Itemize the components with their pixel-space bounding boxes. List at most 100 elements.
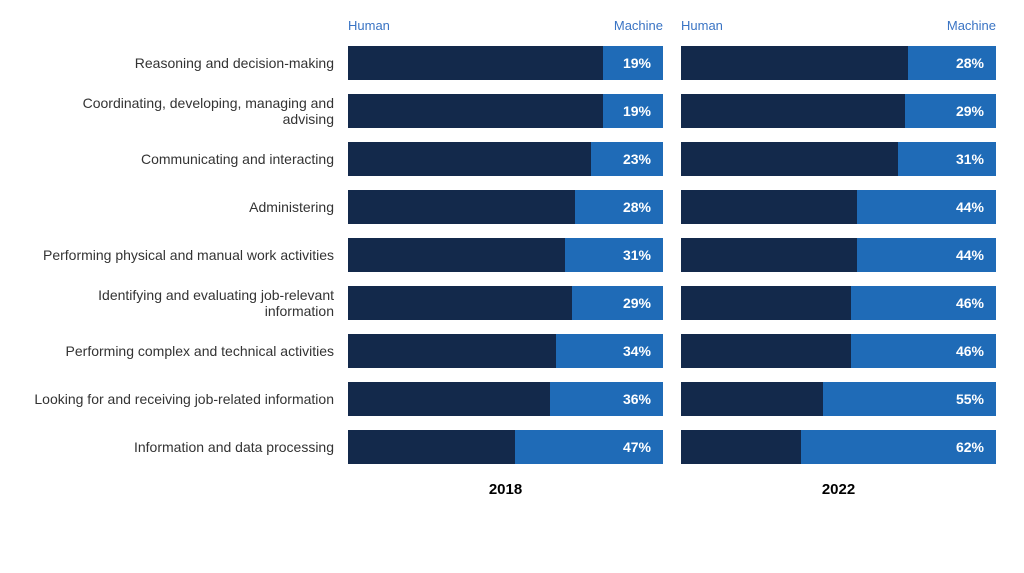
segment-machine: 44% <box>857 238 996 272</box>
row-gap <box>663 279 681 327</box>
bar-cell: 31% <box>348 231 663 279</box>
segment-value: 36% <box>623 391 651 407</box>
column-header-right: Human Machine <box>681 18 996 39</box>
segment-human <box>681 430 801 464</box>
segment-human <box>348 238 565 272</box>
stacked-bar: 47% <box>348 430 663 464</box>
row-gap <box>663 231 681 279</box>
bar-cell: 62% <box>681 423 996 471</box>
bar-cell: 29% <box>348 279 663 327</box>
segment-machine: 29% <box>905 94 996 128</box>
stacked-bar: 28% <box>348 190 663 224</box>
segment-machine: 28% <box>908 46 996 80</box>
segment-human <box>681 46 908 80</box>
stacked-bar: 34% <box>348 334 663 368</box>
segment-value: 46% <box>956 343 984 359</box>
stacked-bar: 31% <box>681 142 996 176</box>
segment-value: 44% <box>956 247 984 263</box>
segment-human <box>681 190 857 224</box>
segment-value: 55% <box>956 391 984 407</box>
segment-value: 46% <box>956 295 984 311</box>
stacked-bar: 36% <box>348 382 663 416</box>
segment-value: 23% <box>623 151 651 167</box>
row-label: Information and data processing <box>28 423 348 471</box>
stacked-bar: 46% <box>681 334 996 368</box>
row-label: Performing complex and technical activit… <box>28 327 348 375</box>
segment-value: 31% <box>623 247 651 263</box>
segment-value: 28% <box>956 55 984 71</box>
segment-machine: 23% <box>591 142 663 176</box>
segment-human <box>348 142 591 176</box>
segment-machine: 55% <box>823 382 996 416</box>
stacked-bar: 29% <box>348 286 663 320</box>
bar-cell: 36% <box>348 375 663 423</box>
segment-value: 29% <box>623 295 651 311</box>
stacked-bar: 44% <box>681 190 996 224</box>
segment-human <box>348 430 515 464</box>
segment-human <box>681 94 905 128</box>
bar-cell: 46% <box>681 279 996 327</box>
year-label-blank <box>28 471 348 498</box>
header-label-blank <box>28 18 348 39</box>
segment-machine: 46% <box>851 286 996 320</box>
segment-machine: 36% <box>550 382 663 416</box>
segment-human <box>348 334 556 368</box>
year-gap <box>663 471 681 498</box>
bar-cell: 23% <box>348 135 663 183</box>
segment-machine: 31% <box>898 142 996 176</box>
stacked-bar: 55% <box>681 382 996 416</box>
segment-human <box>681 334 851 368</box>
segment-label-machine: Machine <box>947 18 996 33</box>
segment-value: 62% <box>956 439 984 455</box>
row-label: Communicating and interacting <box>28 135 348 183</box>
segment-human <box>681 238 857 272</box>
bar-cell: 31% <box>681 135 996 183</box>
segment-label-human: Human <box>348 18 390 33</box>
row-label: Reasoning and decision-making <box>28 39 348 87</box>
bar-cell: 19% <box>348 87 663 135</box>
column-header-left: Human Machine <box>348 18 663 39</box>
row-gap <box>663 327 681 375</box>
segment-machine: 19% <box>603 46 663 80</box>
segment-machine: 62% <box>801 430 996 464</box>
row-gap <box>663 87 681 135</box>
stacked-bar: 19% <box>348 46 663 80</box>
bar-cell: 55% <box>681 375 996 423</box>
row-gap <box>663 375 681 423</box>
segment-value: 47% <box>623 439 651 455</box>
segment-value: 19% <box>623 55 651 71</box>
segment-human <box>348 286 572 320</box>
stacked-bar: 29% <box>681 94 996 128</box>
segment-value: 31% <box>956 151 984 167</box>
header-gap <box>663 18 681 39</box>
bar-cell: 44% <box>681 183 996 231</box>
stacked-bar: 62% <box>681 430 996 464</box>
row-label: Coordinating, developing, managing and a… <box>28 87 348 135</box>
segment-label-human: Human <box>681 18 723 33</box>
segment-value: 28% <box>623 199 651 215</box>
bar-cell: 28% <box>681 39 996 87</box>
segment-value: 44% <box>956 199 984 215</box>
bar-cell: 34% <box>348 327 663 375</box>
segment-value: 29% <box>956 103 984 119</box>
stacked-bar: 28% <box>681 46 996 80</box>
segment-value: 19% <box>623 103 651 119</box>
row-gap <box>663 39 681 87</box>
bar-cell: 46% <box>681 327 996 375</box>
segment-machine: 19% <box>603 94 663 128</box>
segment-human <box>348 382 550 416</box>
row-gap <box>663 135 681 183</box>
segment-label-machine: Machine <box>614 18 663 33</box>
row-label: Identifying and evaluating job-relevant … <box>28 279 348 327</box>
segment-human <box>681 142 898 176</box>
segment-machine: 46% <box>851 334 996 368</box>
row-gap <box>663 183 681 231</box>
segment-human <box>348 190 575 224</box>
stacked-bar: 19% <box>348 94 663 128</box>
segment-machine: 28% <box>575 190 663 224</box>
segment-machine: 47% <box>515 430 663 464</box>
row-label: Performing physical and manual work acti… <box>28 231 348 279</box>
segment-human <box>348 94 603 128</box>
year-label-right: 2022 <box>681 471 996 498</box>
stacked-bar: 46% <box>681 286 996 320</box>
